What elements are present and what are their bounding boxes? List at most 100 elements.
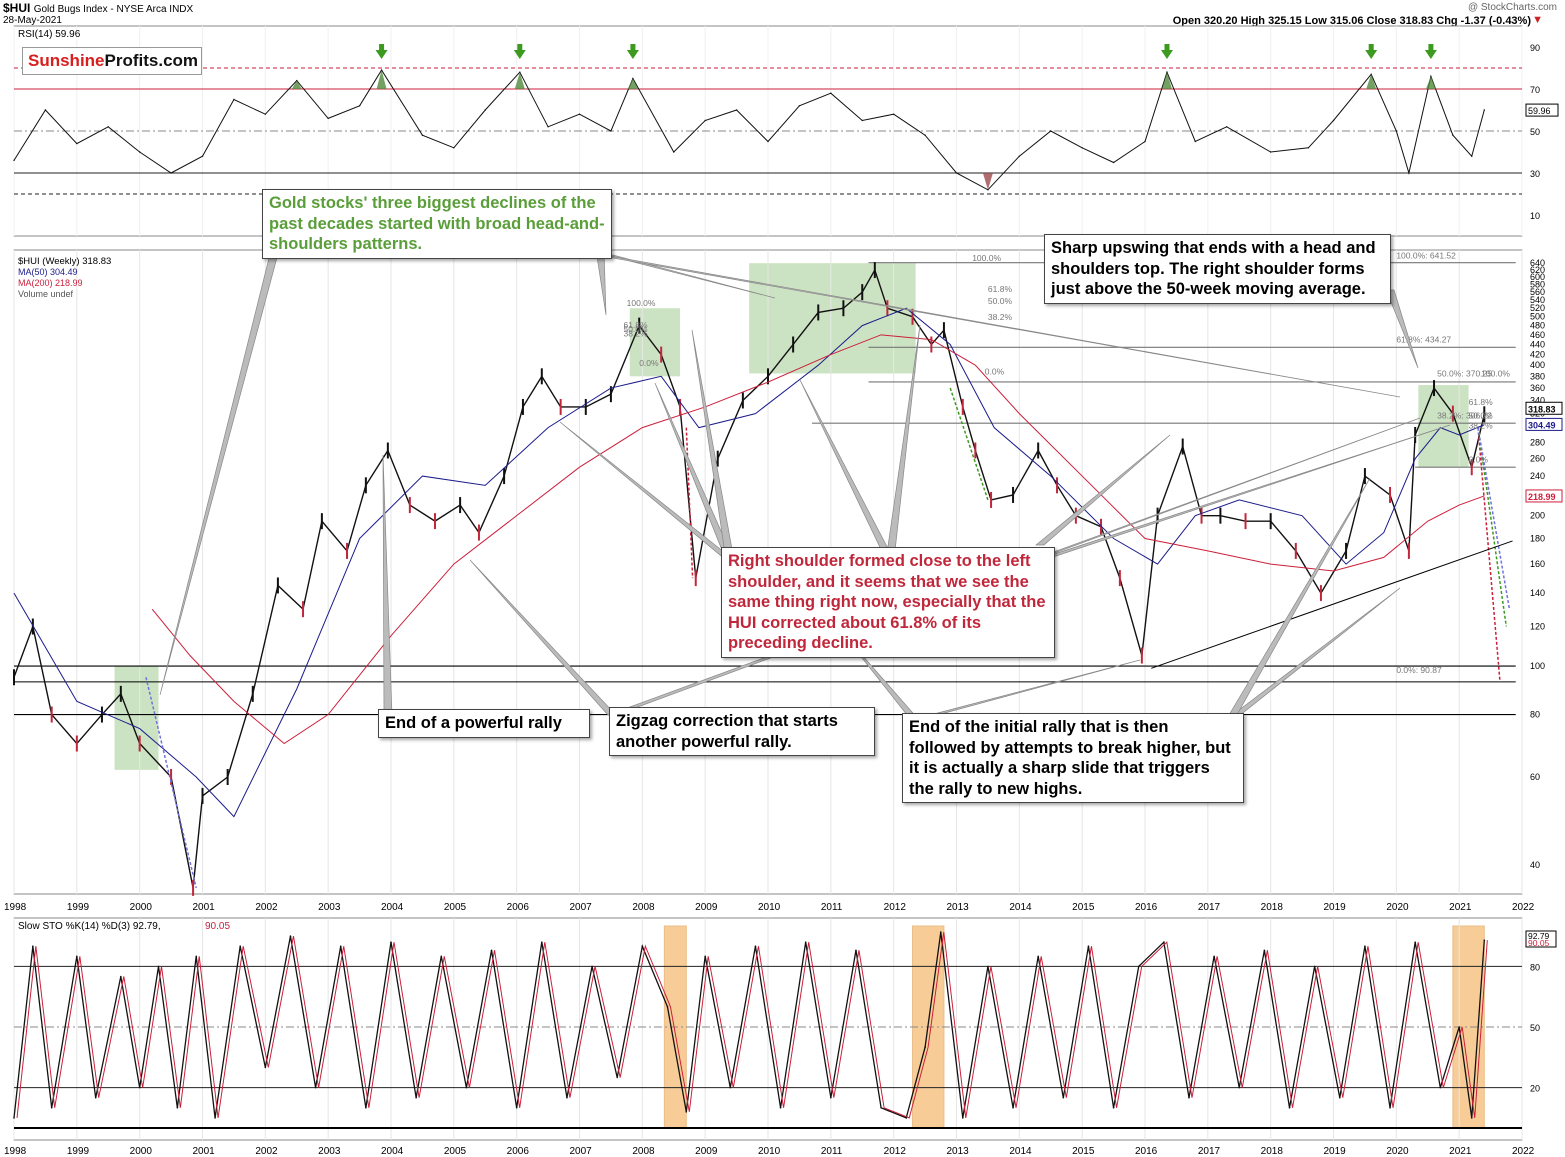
sto-point <box>314 1086 317 1089</box>
rsi-oversold-fill <box>982 173 993 190</box>
rsi-point <box>955 172 958 174</box>
rising-support-line <box>1151 540 1513 669</box>
rsi-point <box>610 130 612 132</box>
x-tick-label: 2020 <box>1386 902 1409 913</box>
rsi-point <box>1081 147 1083 149</box>
price-y-tick: 540 <box>1530 295 1545 305</box>
x-tick-label: 1999 <box>67 1146 90 1157</box>
sto-point <box>120 975 122 978</box>
sto-point <box>390 941 392 943</box>
price-y-tick: 160 <box>1530 559 1545 569</box>
last-price-tag-box <box>1525 401 1563 415</box>
price-y-tick: 600 <box>1530 272 1545 282</box>
sto-point <box>939 931 942 933</box>
price-y-tick: 40 <box>1530 860 1540 870</box>
sto-point <box>289 935 292 937</box>
x-tick-label: 1999 <box>67 902 90 913</box>
fib-label: 50.0%: 370.25 <box>1437 369 1492 379</box>
green-down-arrow-icon <box>626 50 639 59</box>
rsi-point <box>1471 155 1473 157</box>
x-tick-label: 2010 <box>758 902 781 913</box>
sto-point <box>855 949 857 952</box>
rsi-point <box>1452 134 1454 136</box>
sto-point <box>157 965 160 968</box>
rsi-point <box>1483 109 1486 111</box>
fib-label: 38.2% <box>1469 421 1494 431</box>
green-highlight-zone <box>629 308 681 377</box>
green-arrow-stem <box>1368 44 1374 51</box>
green-arrow-stem <box>517 44 523 51</box>
fib-label: 38.2% <box>988 312 1013 322</box>
sto-y-tick: 50 <box>1530 1023 1540 1033</box>
ma200-value-tag: 218.99 <box>1528 492 1556 502</box>
fib-label: 50.0% <box>1469 411 1494 421</box>
rsi-point <box>1269 151 1272 153</box>
fib-label: 61.8% <box>623 320 648 330</box>
x-tick-label: 2018 <box>1261 902 1284 913</box>
sto-y-tick: 20 <box>1530 1084 1540 1094</box>
rsi-point <box>170 172 172 174</box>
rsi-point <box>76 142 78 145</box>
price-y-tick: 100 <box>1530 661 1545 671</box>
x-tick-label: 2018 <box>1261 1146 1284 1157</box>
sto-point <box>729 1086 732 1089</box>
rsi-last-value: 59.96 <box>1528 106 1551 116</box>
rsi-point <box>1050 130 1052 132</box>
projected-decline-line <box>145 677 197 889</box>
sto-point <box>666 1006 669 1008</box>
x-tick-label: 2012 <box>884 902 907 913</box>
sto-point <box>13 1117 15 1119</box>
rsi-point <box>1395 130 1398 132</box>
rsi-overbought-fill <box>514 72 525 89</box>
sto-point <box>415 1096 417 1099</box>
fib-label: 100.0% <box>972 253 1001 263</box>
rsi-point <box>798 105 801 107</box>
callout-pointer <box>1035 434 1171 546</box>
sto-d-line <box>16 931 1488 1119</box>
sto-point <box>515 1107 518 1109</box>
price-y-tick: 340 <box>1530 395 1545 405</box>
sto-point <box>754 945 757 947</box>
sto-point <box>440 955 443 958</box>
rsi-point <box>327 117 329 120</box>
x-tick-label: 2005 <box>444 902 467 913</box>
annotation-right-shoulder: Right shoulder formed close to the left … <box>721 547 1055 658</box>
rsi-overbought-fill <box>1425 76 1436 89</box>
rsi-overbought-fill <box>1161 72 1172 89</box>
sto-point <box>1238 1086 1241 1089</box>
sto-point <box>195 955 198 958</box>
price-y-tick: 240 <box>1530 471 1545 481</box>
x-tick-label: 2016 <box>1135 902 1158 913</box>
fib-label: 38.2% <box>623 329 648 339</box>
sto-point <box>1364 945 1366 947</box>
rsi-point <box>421 134 424 136</box>
x-tick-label: 2000 <box>130 902 153 913</box>
fib-label: 100.0%: 641.52 <box>1396 250 1456 260</box>
rsi-point <box>1018 155 1021 157</box>
sto-point <box>1012 1107 1014 1109</box>
rsi-y-tick: 90 <box>1530 43 1540 53</box>
rsi-y-tick: 70 <box>1530 85 1540 95</box>
sunshine-profits-logo: SunshineProfits.com <box>22 47 202 75</box>
x-tick-label: 2011 <box>821 902 843 913</box>
x-tick-label: 1998 <box>4 1146 27 1157</box>
x-tick-label: 2004 <box>381 902 404 913</box>
rsi-point <box>107 126 109 128</box>
rsi-line <box>13 69 1485 191</box>
sto-point <box>1163 941 1165 943</box>
rsi-point <box>892 113 895 115</box>
x-tick-label: 2009 <box>695 1146 718 1157</box>
annotation-hs-declines: Gold stocks' three biggest declines of t… <box>262 189 612 259</box>
rsi-point <box>1112 161 1115 164</box>
price-y-tick: 440 <box>1530 339 1545 349</box>
sto-point <box>1439 1086 1442 1089</box>
x-tick-label: 2008 <box>632 902 655 913</box>
price-y-tick: 80 <box>1530 710 1540 720</box>
x-tick-label: 2015 <box>1072 1146 1095 1157</box>
green-highlight-zone <box>1418 385 1469 468</box>
x-tick-label: 2007 <box>570 902 593 913</box>
green-down-arrow-icon <box>375 50 388 59</box>
rsi-point <box>735 109 738 111</box>
rsi-point <box>767 140 769 143</box>
x-tick-label: 2003 <box>318 1146 341 1157</box>
